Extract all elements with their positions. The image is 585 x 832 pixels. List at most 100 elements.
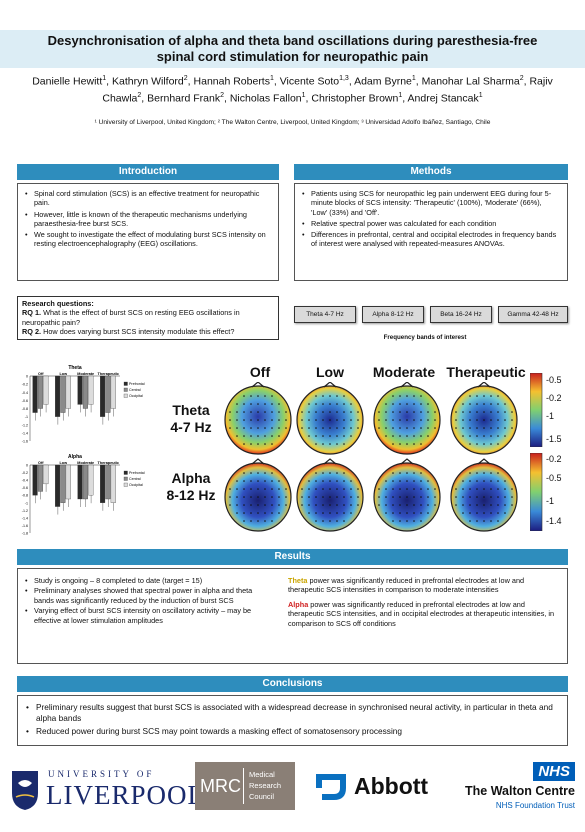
author-affiliation: 1 xyxy=(398,91,403,99)
results-bullets: Study is ongoing – 8 completed to date (… xyxy=(25,576,270,626)
band-theta: Theta 4-7 Hz xyxy=(294,306,356,323)
bar xyxy=(105,464,111,500)
author-name: Rajiv Chawla xyxy=(102,75,553,105)
author-name: Nicholas Fallon xyxy=(229,92,302,104)
legend-label: Central xyxy=(129,477,141,481)
nhs-trust-text: NHS Foundation Trust xyxy=(495,801,575,810)
author-affiliation: 1 xyxy=(102,75,107,82)
band-alpha: Alpha 8-12 Hz xyxy=(362,306,424,323)
theta-scale-label: -1 xyxy=(546,411,555,421)
condition-low: Low xyxy=(316,364,344,380)
y-tick-label: 0 xyxy=(26,464,28,468)
bar xyxy=(88,375,94,405)
bar xyxy=(37,375,43,409)
bar xyxy=(82,375,88,409)
y-tick-label: -1.6 xyxy=(22,524,28,528)
poster-title: Desynchronisation of alpha and theta ban… xyxy=(0,30,585,68)
category-label: Moderate xyxy=(77,461,94,465)
abbott-icon xyxy=(316,774,346,800)
bar xyxy=(77,375,83,405)
author-affiliation: 2 xyxy=(183,75,188,82)
theta-finding: Theta power was significantly reduced in… xyxy=(288,576,525,595)
rq2-label: RQ 2. xyxy=(22,327,42,337)
methods-box: Patients using SCS for neuropathic leg p… xyxy=(294,183,568,281)
liverpool-crest-icon xyxy=(12,771,38,810)
results-bullet: Varying effect of burst SCS intensity on… xyxy=(25,606,270,625)
category-label: Low xyxy=(59,372,67,376)
walton-centre-text: The Walton Centre xyxy=(465,784,575,798)
bar xyxy=(55,375,61,417)
y-tick-label: -0.8 xyxy=(22,494,28,498)
bar xyxy=(43,375,49,405)
author-name: Manohar Lal Sharma xyxy=(421,75,520,88)
category-label: Therapeutic xyxy=(97,372,119,376)
mrc-text: MRC xyxy=(200,776,241,796)
chart-title: Alpha xyxy=(68,454,82,460)
abbott-text: Abbott xyxy=(354,773,429,799)
author-name: Hannah Roberts xyxy=(193,75,270,88)
bar xyxy=(43,464,49,485)
author-affiliation: 1 xyxy=(301,91,306,99)
author-name: Andrej Stancak xyxy=(407,92,479,104)
rq1-label: RQ 1. xyxy=(22,308,42,318)
y-tick-label: -0.8 xyxy=(22,407,28,411)
category-label: Moderate xyxy=(77,372,94,376)
bar xyxy=(110,375,116,409)
methods-bullet: Patients using SCS for neuropathic leg p… xyxy=(302,189,559,217)
conclusion-bullet: Reduced power during burst SCS may point… xyxy=(26,726,559,737)
methods-bullet: Relative spectral power was calculated f… xyxy=(302,219,559,229)
alpha-bar-chart: Alpha 0 -0.2 -0.4 -0.6 -0.8 -1 -1.2 -1.4 -1.6 -1.8… xyxy=(22,454,145,536)
theta-scale-label: -0.5 xyxy=(546,375,562,385)
category-label: Low xyxy=(59,461,67,465)
y-tick-label: -1.2 xyxy=(22,423,28,427)
chart-title: Theta xyxy=(68,365,82,371)
condition-therapeutic: Therapeutic xyxy=(446,364,526,380)
bar xyxy=(105,375,111,413)
alpha-scale-label: -1.4 xyxy=(546,516,562,526)
alpha-finding: Alpha power was significantly reduced in… xyxy=(288,599,555,628)
bar xyxy=(60,464,66,503)
legend-swatch xyxy=(123,387,128,392)
alpha-row-label: Alpha 8-12 Hz xyxy=(166,470,216,503)
author-affiliation: 2 xyxy=(137,91,142,99)
author-name: Christopher Brown xyxy=(311,92,399,104)
theta-color-scale xyxy=(530,373,543,447)
results-box xyxy=(17,568,568,664)
condition-off: Off xyxy=(249,364,271,380)
bar xyxy=(60,375,66,413)
methods-bullet: Differences in prefrontal, central and o… xyxy=(302,230,559,249)
y-tick-label: 0 xyxy=(26,375,28,379)
bar xyxy=(77,464,83,500)
bar xyxy=(32,375,38,413)
y-tick-label: -1 xyxy=(25,415,28,419)
y-tick-label: -1.6 xyxy=(22,440,28,444)
liverpool-top-text: UNIVERSITY OF xyxy=(48,769,155,779)
author-affiliation: 2 xyxy=(220,91,224,99)
mrc-lines: Medical Research Council xyxy=(249,770,282,801)
legend-label: Prefrontal xyxy=(129,471,145,475)
y-tick-label: -1.2 xyxy=(22,509,28,513)
results-bullet: Preliminary analyses showed that spectra… xyxy=(25,586,270,605)
introduction-bullet: However, little is known of the therapeu… xyxy=(25,210,270,229)
methods-heading: Methods xyxy=(294,164,568,180)
y-tick-label: -1.4 xyxy=(22,431,28,435)
theta-bar-chart: Theta 0 -0.2 -0.4 -0.6 -0.8 -1 -1.2 -1.4 -1.6 Off L… xyxy=(22,365,145,444)
introduction-heading: Introduction xyxy=(17,164,279,180)
author-affiliation: 2 xyxy=(519,75,524,82)
bar xyxy=(65,375,71,409)
author-affiliation: 1,3 xyxy=(339,75,349,82)
introduction-bullet: Spinal cord stimulation (SCS) is an effe… xyxy=(25,189,270,208)
bar xyxy=(82,464,88,500)
bar xyxy=(100,375,106,417)
abbott-logo: Abbott xyxy=(312,770,442,806)
y-tick-label: -1.4 xyxy=(22,516,28,520)
legend-swatch xyxy=(123,381,128,386)
introduction-bullet: We sought to investigate the effect of m… xyxy=(25,230,270,249)
y-tick-label: -1.8 xyxy=(22,532,28,536)
conclusions-heading: Conclusions xyxy=(17,676,568,692)
y-tick-label: -0.2 xyxy=(22,471,28,475)
bar xyxy=(37,464,43,492)
author-affiliation: 1 xyxy=(478,91,483,99)
rq1-text: What is the effect of burst SCS on resti… xyxy=(22,308,240,327)
results-findings: Theta power was significantly reduced in… xyxy=(288,576,560,633)
